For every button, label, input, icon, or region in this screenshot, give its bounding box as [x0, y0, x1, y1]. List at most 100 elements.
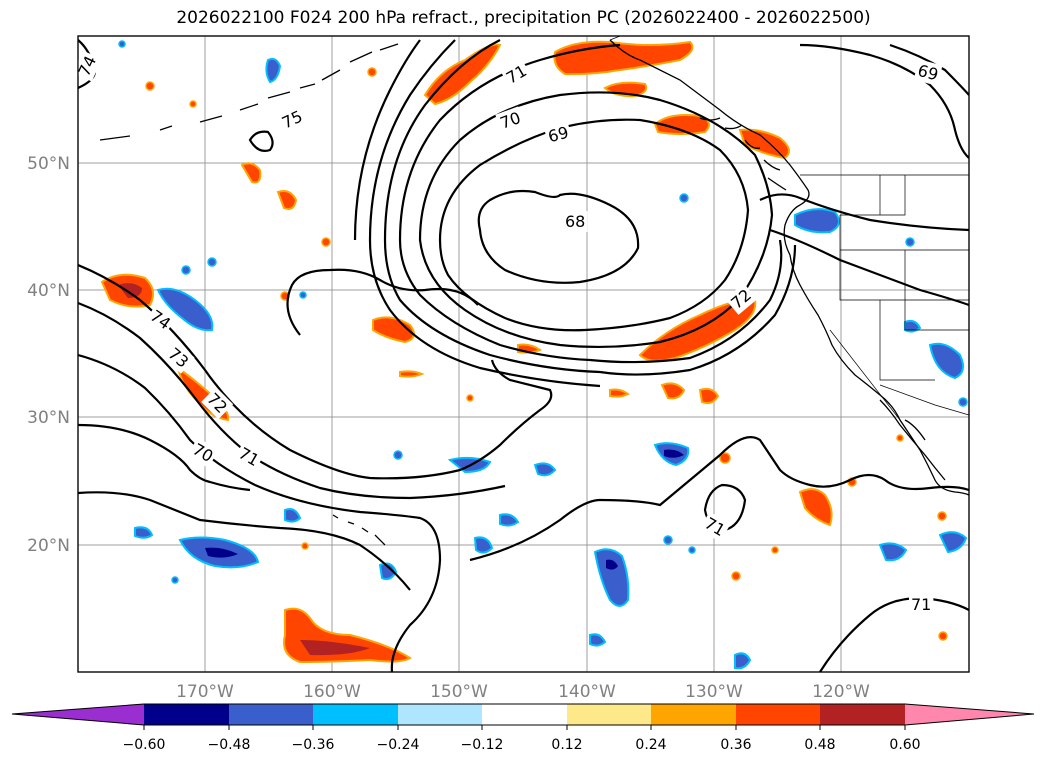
precip-patch-band-2 — [372, 316, 415, 344]
colorbar-bin-3 — [313, 704, 398, 725]
precip-neg-patch-small-1 — [265, 57, 282, 84]
contour-label-halo — [276, 104, 308, 135]
precip-neg-dot-5 — [679, 193, 689, 203]
lat-label-20n: 20°N — [27, 536, 70, 556]
colorbar: −0.60 −0.48 −0.36 −0.24 −0.12 0.12 0.24 … — [11, 703, 1035, 753]
colorbar-extend-max — [905, 704, 1034, 725]
precip-neg-patch-small-3 — [473, 536, 494, 554]
contour-68 — [477, 189, 640, 284]
contour-west-75 — [248, 130, 274, 152]
contour-label-74-nw: 74 — [74, 53, 100, 79]
colorbar-bin-4 — [398, 704, 482, 725]
colorbar-bin-6 — [567, 704, 651, 725]
contour-label-halo — [563, 211, 588, 232]
colorbar-tick-label-10: 0.60 — [889, 737, 920, 753]
contour-label-halo — [500, 59, 533, 90]
contour-label-69-ne: 69 — [916, 61, 941, 85]
precip-neg-patch-w-1 — [156, 287, 214, 332]
precip-neg-dot-2 — [207, 257, 217, 267]
contour-label-halo — [201, 387, 234, 420]
contour-label-halo — [233, 441, 265, 472]
precip-neg-dot-9 — [663, 535, 673, 545]
map-title: 2026022100 F024 200 hPa refract., precip… — [176, 8, 871, 28]
contour-label-halo — [699, 511, 731, 542]
contour-71-south — [469, 436, 969, 562]
precip-neg-patch-e2 — [878, 542, 908, 562]
map-frame — [77, 35, 970, 673]
precip-dot-10 — [466, 394, 474, 402]
colorbar-bin-1 — [144, 704, 229, 725]
colorbar-tick-label-6: 0.12 — [551, 737, 582, 753]
contour-label-halo — [913, 59, 943, 86]
precip-neg-patch-small-4 — [134, 526, 154, 539]
contour-71-se — [819, 596, 969, 672]
precip-patch-small-d — [698, 387, 720, 405]
precip-neg-patch-ca — [794, 208, 840, 234]
lat-label-30n: 30°N — [27, 408, 70, 428]
precip-neg-patch-small-11 — [904, 319, 922, 333]
contour-label-halo — [162, 341, 195, 374]
contour-e-71 — [769, 228, 969, 307]
contour-label-halo — [543, 121, 573, 148]
contour-72 — [383, 39, 797, 376]
precip-dot-13 — [771, 546, 779, 554]
contour-sw-band-4 — [78, 423, 251, 492]
lon-label-130w: 130°W — [685, 682, 743, 702]
contour-sw-70 — [78, 491, 411, 591]
contour-label-halo — [144, 304, 177, 336]
precip-dot-14 — [896, 434, 904, 442]
contour-74 — [353, 39, 421, 241]
contour-70-inner — [418, 91, 774, 349]
lon-label-120w: 120°W — [812, 682, 870, 702]
contour-sw-band-1 — [78, 263, 553, 480]
precip-dot-9 — [938, 631, 948, 641]
contour-e-70 — [759, 193, 969, 232]
contour-label-68: 68 — [565, 212, 585, 231]
lon-label-170w: 170°W — [176, 682, 234, 702]
contour-mid-closed — [286, 268, 479, 336]
precip-neg-dot-8 — [171, 576, 179, 584]
contour-73 — [368, 39, 601, 388]
border-alaska — [609, 36, 621, 41]
precip-dot-6 — [719, 452, 731, 464]
colorbar-tick-label-1: −0.60 — [123, 737, 166, 753]
colorbar-tick-label-5: −0.12 — [461, 737, 504, 753]
precip-patch-gulf-alaska — [423, 43, 502, 106]
precip-negative-patches — [118, 40, 968, 670]
precip-neg-dot-1 — [118, 40, 126, 48]
map-border — [77, 35, 970, 673]
precip-neg-patch-small-9 — [533, 462, 557, 477]
colorbar-bin-9 — [820, 704, 905, 725]
colorbar-bin-5 — [482, 704, 567, 725]
precip-neg-dot-6 — [905, 237, 915, 247]
longitude-labels: 170°W 160°W 150°W 140°W 130°W 120°W — [176, 682, 870, 702]
contour-ne-70 — [799, 43, 969, 159]
precip-neg-patch-small-8 — [378, 562, 398, 581]
precip-patch-bc — [653, 114, 710, 135]
contour-71 — [398, 43, 783, 364]
contour-label-halo — [187, 437, 219, 468]
precip-dot-2 — [189, 100, 197, 108]
colorbar-bin-2 — [229, 704, 313, 725]
precip-neg-patch-small-10 — [499, 513, 520, 527]
precip-dot-1 — [145, 81, 155, 91]
precip-neg-dot-7 — [393, 450, 403, 460]
colorbar-extend-min — [12, 704, 144, 725]
precip-patch-alaska-1 — [553, 40, 694, 76]
lon-label-140w: 140°W — [558, 682, 616, 702]
lat-label-50n: 50°N — [27, 154, 70, 174]
precip-patch-small-g — [399, 370, 425, 378]
latitude-labels: 50°N 40°N 30°N 20°N — [27, 154, 70, 556]
precip-neg-dot-10 — [688, 546, 696, 554]
precip-neg-patch-w-2-core — [205, 547, 238, 558]
precip-neg-dot-3 — [181, 265, 191, 275]
precip-neg-dot-4 — [299, 291, 307, 299]
precip-neg-patch-small-7 — [589, 633, 607, 647]
precip-neg-patch-e — [938, 531, 968, 554]
precip-patch-small-b — [276, 190, 298, 210]
precip-patch-small-e — [609, 388, 630, 398]
contour-label-halo — [725, 283, 758, 315]
precip-patch-hawaii-ne — [638, 298, 757, 362]
precip-dot-3 — [367, 67, 377, 77]
precip-patch-small-c — [660, 382, 686, 400]
